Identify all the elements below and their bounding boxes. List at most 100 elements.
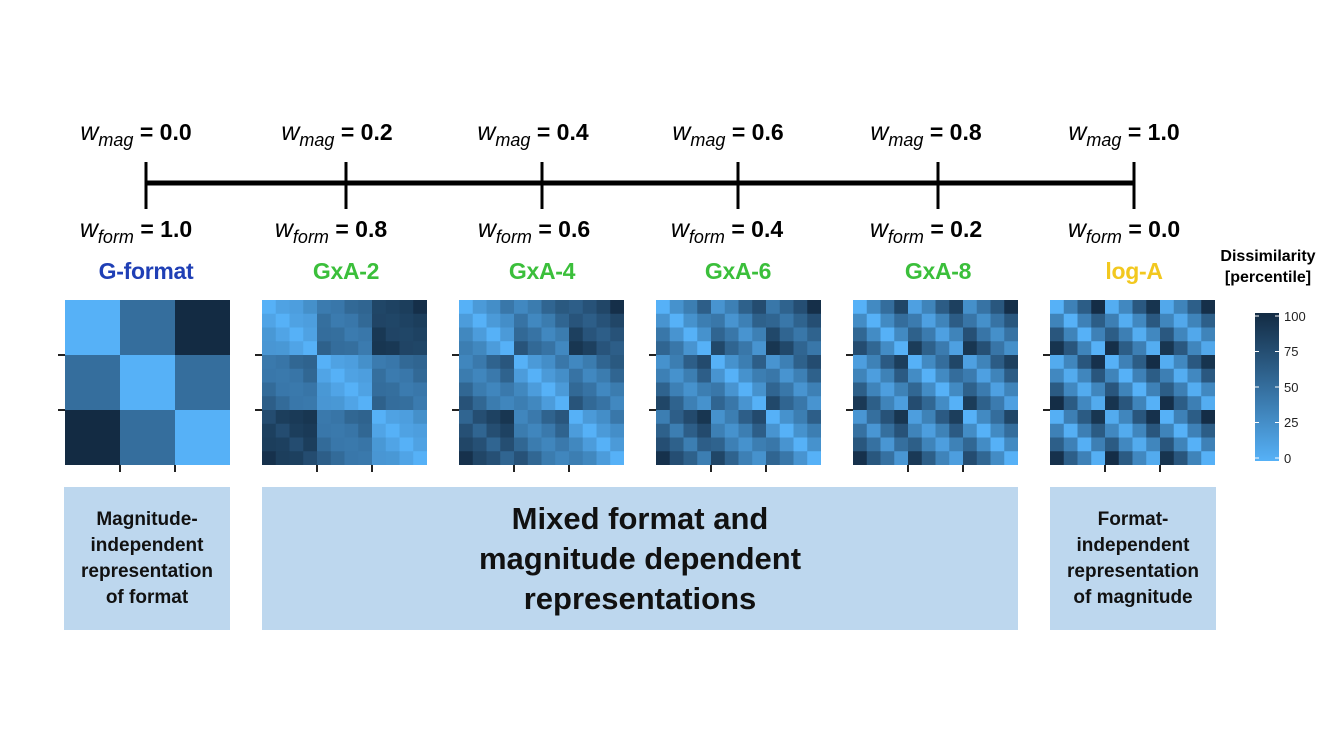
matrix-cell xyxy=(596,451,611,465)
wform-label-5: wform = 0.0 xyxy=(1067,215,1181,247)
matrix-cell xyxy=(669,355,684,370)
matrix-cell xyxy=(894,437,909,452)
matrix-cell xyxy=(1201,451,1215,465)
matrix-cell xyxy=(289,355,304,370)
matrix-cell xyxy=(541,410,556,425)
matrix-cell xyxy=(1077,368,1092,383)
matrix-cell xyxy=(472,396,487,411)
matrix-cell xyxy=(976,300,991,315)
matrix-cell xyxy=(569,410,584,425)
matrix-cell xyxy=(514,437,529,452)
matrix-cell xyxy=(358,368,373,383)
matrix-cell xyxy=(486,355,501,370)
matrix-cell xyxy=(908,327,923,342)
matrix-cell xyxy=(766,410,781,425)
matrix-cell xyxy=(963,396,978,411)
matrix-cell xyxy=(793,300,808,315)
matrix-cell xyxy=(793,437,808,452)
matrix-cell xyxy=(683,355,698,370)
matrix-cell xyxy=(724,313,739,328)
matrix-cell xyxy=(1118,313,1133,328)
matrix-cell xyxy=(921,423,936,438)
matrix-cell xyxy=(413,382,427,397)
matrix-cell xyxy=(1146,382,1161,397)
matrix-cell xyxy=(582,451,597,465)
matrix-cell xyxy=(1187,313,1202,328)
matrix-cell xyxy=(541,396,556,411)
matrix-cell xyxy=(65,355,121,411)
matrix-cell xyxy=(1132,313,1147,328)
matrix-cell xyxy=(399,451,414,465)
matrix-cell xyxy=(724,423,739,438)
matrix-cell xyxy=(1091,410,1106,425)
matrix-cell xyxy=(1105,368,1120,383)
matrix-cell xyxy=(486,437,501,452)
matrix-cell xyxy=(610,410,624,425)
matrix-cell xyxy=(853,368,868,383)
matrix-cell xyxy=(990,341,1005,356)
matrix-cell xyxy=(541,451,556,465)
matrix-cell xyxy=(990,423,1005,438)
matrix-cell xyxy=(921,368,936,383)
matrix-cell xyxy=(793,313,808,328)
matrix-cell xyxy=(275,355,290,370)
matrix-cell xyxy=(779,437,794,452)
matrix-cell xyxy=(330,451,345,465)
matrix-cell xyxy=(610,313,624,328)
matrix-cell xyxy=(990,300,1005,315)
matrix-cell xyxy=(596,382,611,397)
matrix-cell xyxy=(289,327,304,342)
matrix-cell xyxy=(582,327,597,342)
matrix-cell xyxy=(894,313,909,328)
matrix-cell xyxy=(372,382,387,397)
matrix-cell xyxy=(1004,382,1018,397)
matrix-g-format xyxy=(65,300,230,465)
matrix-cell xyxy=(1077,382,1092,397)
matrix-cell xyxy=(486,396,501,411)
matrix-cell xyxy=(752,313,767,328)
matrix-cell xyxy=(894,382,909,397)
matrix-cell xyxy=(752,410,767,425)
matrix-cell xyxy=(1050,327,1065,342)
matrix-cell xyxy=(385,423,400,438)
matrix-cell xyxy=(894,410,909,425)
matrix-cell xyxy=(1091,396,1106,411)
matrix-cell xyxy=(65,300,121,356)
matrix-cell xyxy=(344,396,359,411)
matrix-cell xyxy=(963,300,978,315)
matrix-cell xyxy=(1004,423,1018,438)
matrix-cell xyxy=(385,451,400,465)
matrix-cell xyxy=(1091,313,1106,328)
matrix-gxa-6 xyxy=(656,300,821,465)
wform-label-2: wform = 0.6 xyxy=(477,215,591,247)
matrix-cell xyxy=(683,451,698,465)
matrix-cell xyxy=(963,451,978,465)
matrix-cell xyxy=(1050,300,1065,315)
matrix-cell xyxy=(949,300,964,315)
matrix-cell xyxy=(582,382,597,397)
matrix-cell xyxy=(752,300,767,315)
matrix-cell xyxy=(399,300,414,315)
matrix-cell xyxy=(459,437,474,452)
matrix-cell xyxy=(908,410,923,425)
matrix-cell xyxy=(1187,423,1202,438)
matrix-cell xyxy=(853,300,868,315)
matrix-cell xyxy=(1091,327,1106,342)
matrix-cell xyxy=(1063,355,1078,370)
matrix-cell xyxy=(610,341,624,356)
matrix-cell xyxy=(908,341,923,356)
matrix-cell xyxy=(1160,300,1175,315)
matrix-cell xyxy=(1160,451,1175,465)
matrix-cell xyxy=(779,396,794,411)
matrix-cell xyxy=(330,327,345,342)
matrix-cell xyxy=(1063,341,1078,356)
matrix-cell xyxy=(880,355,895,370)
matrix-cell xyxy=(738,396,753,411)
matrix-cell xyxy=(527,451,542,465)
matrix-cell xyxy=(344,437,359,452)
matrix-cell xyxy=(949,410,964,425)
matrix-cell xyxy=(766,327,781,342)
matrix-cell xyxy=(1201,300,1215,315)
matrix-cell xyxy=(555,410,570,425)
colorbar-tick-0: 0 xyxy=(1284,451,1292,466)
